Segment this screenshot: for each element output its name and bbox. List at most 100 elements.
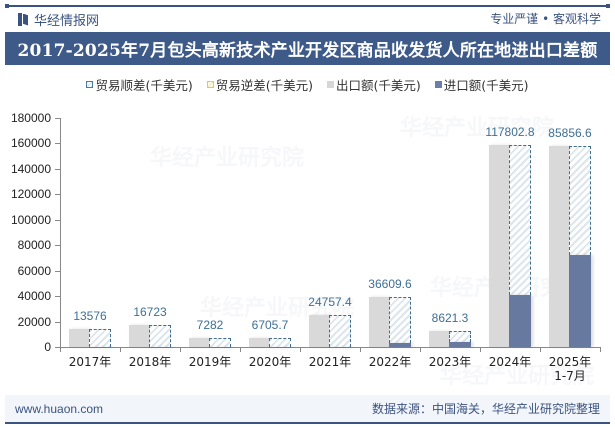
x-tick — [540, 347, 541, 352]
y-tick — [55, 194, 60, 196]
surplus-bar[interactable] — [569, 145, 591, 256]
export-bar[interactable] — [429, 330, 449, 347]
surplus-swatch-icon — [86, 81, 94, 88]
export-bar[interactable] — [129, 325, 149, 347]
x-tick — [300, 347, 301, 352]
x-tick-label: 2023年 — [428, 355, 472, 369]
legend-item-import[interactable]: 进口额(千美元) — [434, 75, 529, 94]
import-bar[interactable] — [269, 346, 291, 347]
export-swatch-icon — [327, 81, 334, 88]
data-label: 13576 — [73, 309, 107, 324]
y-tick — [55, 219, 60, 221]
y-tick — [55, 118, 60, 119]
export-bar[interactable] — [189, 337, 209, 347]
surplus-bar[interactable] — [89, 329, 111, 347]
y-tick — [55, 321, 60, 323]
slogan: 专业严谨 • 客观科学 — [490, 12, 601, 26]
y-axis — [60, 118, 61, 347]
data-label: 7282 — [196, 317, 224, 332]
surplus-bar[interactable] — [209, 337, 231, 347]
data-label: 117802.8 — [485, 124, 535, 139]
import-bar[interactable] — [329, 346, 351, 347]
data-label: 6705.7 — [251, 318, 289, 333]
y-tick — [55, 270, 60, 272]
x-tick-label: 2019年 — [188, 355, 232, 369]
export-bar[interactable] — [489, 144, 509, 347]
legend-label: 出口额(千美元) — [336, 78, 421, 93]
x-tick — [600, 347, 601, 352]
surplus-bar[interactable] — [449, 330, 471, 342]
y-tick-label: 160000 — [10, 136, 51, 151]
surplus-bar[interactable] — [509, 144, 531, 295]
deficit-swatch-icon — [206, 81, 214, 88]
x-tick-label: 2025年 1-7月 — [548, 355, 592, 383]
y-tick-label: 120000 — [10, 187, 51, 202]
x-tick — [360, 347, 361, 352]
export-bar[interactable] — [369, 296, 389, 347]
export-bar[interactable] — [69, 329, 89, 347]
x-tick-label: 2022年 — [368, 355, 412, 369]
import-bar[interactable] — [389, 343, 411, 347]
import-bar[interactable] — [509, 294, 531, 347]
watermark: 华经产业研究院 — [150, 146, 305, 171]
import-swatch-icon — [434, 81, 442, 88]
import-bar[interactable] — [89, 346, 111, 347]
y-tick-label: 20000 — [17, 314, 51, 329]
export-bar[interactable] — [549, 145, 569, 347]
data-source: 数据来源：中国海关，华经产业研究院整理 — [371, 402, 600, 416]
x-tick — [480, 347, 481, 352]
data-label: 8621.3 — [431, 310, 469, 325]
legend-item-export[interactable]: 出口额(千美元) — [327, 75, 421, 94]
legend-label: 贸易顺差(千美元) — [95, 78, 193, 93]
legend-label: 进口额(千美元) — [443, 78, 529, 93]
website-link[interactable]: www.huaon.com — [15, 401, 104, 416]
import-bar[interactable] — [449, 341, 471, 347]
y-tick — [55, 347, 60, 348]
legend: 贸易顺差(千美元) 贸易逆差(千美元) 出口额(千美元) 进口额(千美元) — [0, 75, 615, 94]
y-tick — [55, 245, 60, 247]
legend-item-deficit[interactable]: 贸易逆差(千美元) — [206, 75, 313, 94]
data-label: 36609.6 — [368, 276, 412, 291]
import-bar[interactable] — [569, 255, 591, 347]
x-tick-label: 2018年 — [128, 355, 172, 369]
x-tick — [180, 347, 181, 352]
y-tick-label: 0 — [44, 340, 51, 354]
x-axis — [60, 347, 600, 348]
bottom-rule — [5, 422, 610, 424]
x-tick-label: 2021年 — [308, 355, 352, 369]
y-tick-label: 60000 — [17, 263, 51, 278]
data-label: 85856.6 — [548, 125, 592, 140]
export-bar[interactable] — [249, 338, 269, 347]
import-bar[interactable] — [209, 346, 231, 347]
surplus-bar[interactable] — [329, 315, 351, 347]
y-tick-label: 80000 — [17, 238, 51, 253]
surplus-bar[interactable] — [389, 296, 411, 344]
x-tick-label: 2017年 — [68, 355, 112, 369]
y-tick — [55, 143, 60, 145]
legend-label: 贸易逆差(千美元) — [215, 78, 313, 93]
data-label: 16723 — [133, 305, 167, 320]
footer: www.huaon.com 数据来源：中国海关，华经产业研究院整理 — [5, 395, 610, 422]
chart-title: 2017-2025年7月包头高新技术产业开发区商品收发货人所在地进出口差额 — [5, 32, 610, 65]
import-bar[interactable] — [149, 346, 171, 347]
legend-item-surplus[interactable]: 贸易顺差(千美元) — [86, 75, 193, 94]
brand: 华经情报网 — [18, 10, 100, 29]
x-tick — [60, 347, 61, 352]
y-tick — [55, 296, 60, 298]
x-tick — [420, 347, 421, 352]
brand-logo-icon — [18, 12, 28, 26]
brand-name: 华经情报网 — [34, 13, 100, 29]
x-tick-label: 2024年 — [488, 355, 532, 369]
y-tick-label: 100000 — [10, 212, 51, 227]
surplus-bar[interactable] — [149, 325, 171, 347]
top-rule — [5, 4, 610, 8]
surplus-bar[interactable] — [269, 338, 291, 347]
x-tick-label: 2020年 — [248, 355, 292, 369]
y-tick-label: 180000 — [10, 111, 51, 125]
y-tick — [55, 168, 60, 170]
y-tick-label: 40000 — [17, 289, 51, 304]
chart-area: 华经产业研究院 华经产业研究院 华经产业研究院 华经产业研究院 华经产业研究院 … — [0, 100, 615, 390]
export-bar[interactable] — [309, 315, 329, 347]
x-tick — [240, 347, 241, 352]
y-tick-label: 140000 — [10, 161, 51, 176]
